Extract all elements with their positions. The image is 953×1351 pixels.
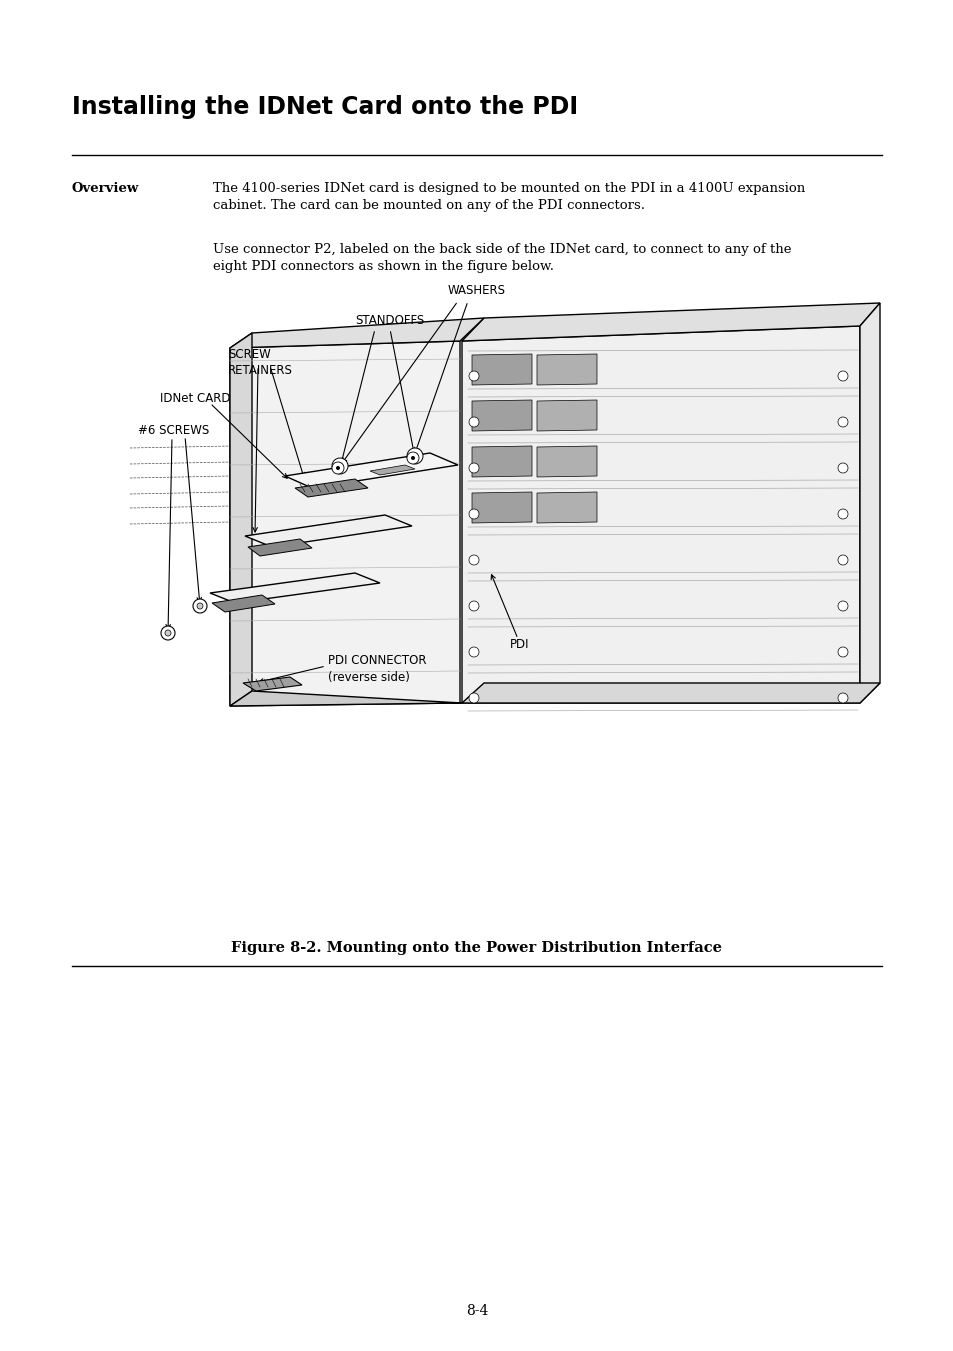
Polygon shape xyxy=(537,492,597,523)
Polygon shape xyxy=(230,340,459,707)
Polygon shape xyxy=(285,453,457,488)
Text: Use connector P2, labeled on the back side of the IDNet card, to connect to any : Use connector P2, labeled on the back si… xyxy=(213,243,791,273)
Circle shape xyxy=(165,630,171,636)
Circle shape xyxy=(837,417,847,427)
Circle shape xyxy=(193,598,207,613)
Polygon shape xyxy=(243,677,302,690)
Circle shape xyxy=(469,372,478,381)
Polygon shape xyxy=(230,690,461,707)
Polygon shape xyxy=(230,317,483,349)
Polygon shape xyxy=(461,326,859,703)
Text: PDI: PDI xyxy=(510,639,529,651)
Text: 8-4: 8-4 xyxy=(465,1304,488,1319)
Polygon shape xyxy=(245,515,412,547)
Circle shape xyxy=(469,463,478,473)
Polygon shape xyxy=(537,446,597,477)
Circle shape xyxy=(411,457,415,459)
Polygon shape xyxy=(472,400,532,431)
Text: PDI CONNECTOR: PDI CONNECTOR xyxy=(328,654,426,667)
Circle shape xyxy=(837,372,847,381)
Circle shape xyxy=(469,601,478,611)
Polygon shape xyxy=(537,354,597,385)
Text: SCREW: SCREW xyxy=(228,347,271,361)
Circle shape xyxy=(335,466,339,470)
Polygon shape xyxy=(230,332,252,707)
Polygon shape xyxy=(461,303,879,340)
Circle shape xyxy=(332,462,344,474)
Circle shape xyxy=(469,555,478,565)
Polygon shape xyxy=(461,684,879,703)
Text: RETAINERS: RETAINERS xyxy=(228,363,293,377)
Circle shape xyxy=(469,509,478,519)
Polygon shape xyxy=(370,465,415,476)
Circle shape xyxy=(469,693,478,703)
Text: Installing the IDNet Card onto the PDI: Installing the IDNet Card onto the PDI xyxy=(71,95,578,119)
Circle shape xyxy=(837,555,847,565)
Circle shape xyxy=(837,509,847,519)
Circle shape xyxy=(837,463,847,473)
Polygon shape xyxy=(248,539,312,557)
Polygon shape xyxy=(472,492,532,523)
Text: #6 SCREWS: #6 SCREWS xyxy=(138,424,209,438)
Circle shape xyxy=(412,453,417,459)
Circle shape xyxy=(407,453,418,463)
Circle shape xyxy=(407,449,422,463)
Text: WASHERS: WASHERS xyxy=(448,285,505,297)
Text: IDNet CARD: IDNet CARD xyxy=(160,393,231,405)
Circle shape xyxy=(161,626,174,640)
Polygon shape xyxy=(537,400,597,431)
Text: Figure 8-2. Mounting onto the Power Distribution Interface: Figure 8-2. Mounting onto the Power Dist… xyxy=(232,942,721,955)
Circle shape xyxy=(837,647,847,657)
Text: (reverse side): (reverse side) xyxy=(328,670,410,684)
Polygon shape xyxy=(212,594,274,612)
Text: STANDOFFS: STANDOFFS xyxy=(355,315,424,327)
Circle shape xyxy=(469,647,478,657)
Text: Overview: Overview xyxy=(71,182,139,195)
Polygon shape xyxy=(472,354,532,385)
Polygon shape xyxy=(472,446,532,477)
Polygon shape xyxy=(210,573,379,603)
Polygon shape xyxy=(294,480,368,497)
Circle shape xyxy=(332,458,348,474)
Circle shape xyxy=(837,693,847,703)
Circle shape xyxy=(837,601,847,611)
Circle shape xyxy=(196,603,203,609)
Circle shape xyxy=(336,463,343,469)
Circle shape xyxy=(469,417,478,427)
Text: The 4100-series IDNet card is designed to be mounted on the PDI in a 4100U expan: The 4100-series IDNet card is designed t… xyxy=(213,182,804,212)
Polygon shape xyxy=(859,303,879,703)
